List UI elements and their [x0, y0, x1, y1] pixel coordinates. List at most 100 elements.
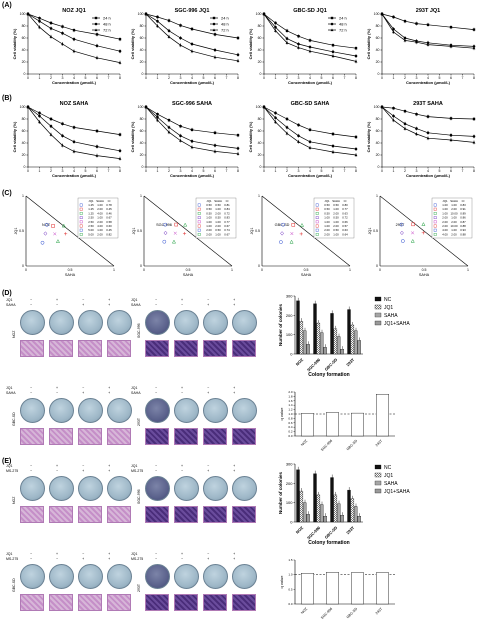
x-tick-label: 0.5 — [422, 268, 427, 272]
line-chart-3: GBC-SD SAHA 0 20 40 60 80 100 0 1 2 3 4 5 6 7 8 Concentr… — [248, 101, 358, 178]
y-tick-label: 1 — [140, 194, 142, 198]
x-axis-label: SAHA — [301, 273, 312, 277]
x-tick-label: 1 — [231, 268, 233, 272]
data-point — [236, 134, 240, 137]
ci-table-marker — [197, 233, 201, 236]
ci-point — [411, 231, 415, 235]
data-point — [167, 130, 171, 134]
y-tick-label: 1 — [376, 194, 378, 198]
ci-point — [291, 223, 296, 227]
sign: + — [56, 464, 59, 468]
y-tick-label: 0 — [258, 264, 260, 268]
y-tick-label: 1 — [22, 194, 24, 198]
ci-table-marker — [79, 233, 83, 236]
y-tick-label: 300 — [286, 294, 293, 299]
data-point — [331, 44, 335, 47]
ci-table-header: JQ1 — [442, 199, 448, 203]
data-point — [156, 19, 159, 23]
chart-title: NOZ JQ1 — [62, 8, 86, 14]
y-tick-label: 0.0 — [288, 602, 293, 606]
data-point — [190, 42, 194, 46]
colony-micrograph — [145, 594, 169, 611]
sign: + — [108, 557, 111, 561]
data-point — [392, 30, 395, 34]
ci-table — [431, 197, 473, 239]
x-axis-label: Colony formation — [308, 372, 349, 378]
x-axis-label: SAHA — [183, 273, 194, 277]
sign: − — [155, 552, 158, 556]
data-point — [167, 126, 171, 129]
y-axis-label: Cell viability (%) — [366, 28, 371, 59]
ci-table-cell: 5.00 — [88, 232, 94, 236]
y-axis-label: q value — [279, 407, 284, 421]
data-point — [380, 105, 384, 109]
bar — [313, 303, 317, 355]
ci-table-cell: 0.67 — [106, 216, 112, 220]
colony-micrograph — [107, 428, 131, 445]
line-chart-4: 293T JQ1 0 20 40 60 80 100 0 1 2 3 4 5 6 7 8 Concentrati… — [366, 8, 476, 85]
ci-table — [195, 197, 237, 239]
ci-table-marker — [315, 233, 319, 236]
data-point — [72, 140, 76, 144]
legend-label: NC — [384, 297, 392, 303]
ci-table-cell: 2.00 — [442, 216, 448, 220]
x-tick-label: SGC-996 — [306, 525, 322, 541]
ci-table-cell: 2.00 — [206, 228, 212, 232]
y-axis-label: Cell viability (%) — [248, 121, 253, 152]
data-point — [49, 21, 53, 25]
data-point — [167, 35, 171, 38]
y-axis-label: Cell viability (%) — [130, 28, 135, 59]
data-point — [415, 127, 418, 130]
ci-table-cell: 0.63 — [342, 211, 348, 215]
ci-table-cell: 4.00 — [442, 232, 448, 236]
sign: + — [108, 303, 111, 307]
y-tick-label: 20 — [22, 60, 26, 64]
ci-table-cell: 0.84 — [224, 207, 230, 211]
bar — [347, 489, 351, 523]
bar — [337, 503, 341, 523]
ci-table-cell: 5.00 — [88, 228, 94, 232]
bar — [350, 324, 355, 355]
x-axis-label: Concentration (μmol/L) — [288, 80, 333, 85]
y-tick-label: 100 — [286, 332, 293, 337]
y-tick-label: 40 — [258, 48, 262, 52]
data-point — [331, 54, 335, 58]
x-tick-label: 293T — [375, 438, 384, 447]
jq1-signs: − + − + — [155, 552, 235, 556]
y-tick-label: 80 — [376, 24, 380, 28]
culture-dish — [174, 564, 199, 589]
sign: − — [30, 557, 33, 561]
data-point — [26, 105, 30, 109]
panel-letter-c: (C) — [2, 190, 12, 197]
cell-line-label: NOZ — [12, 496, 16, 504]
bar — [323, 516, 327, 523]
jq1-signs: − + − + — [155, 298, 235, 302]
ci-table-cell: 4.00 — [97, 224, 103, 228]
colony-micrograph — [20, 428, 44, 445]
culture-dish — [145, 310, 170, 335]
ci-table-header: CI — [226, 199, 229, 203]
additivity-line — [143, 195, 233, 267]
ci-table-cell: 0.57 — [342, 224, 348, 228]
x-tick-label: 0 — [145, 169, 147, 173]
ms-275-label: MS-275 — [131, 469, 144, 473]
data-point — [95, 154, 99, 157]
legend-swatch — [374, 320, 382, 326]
ci-table-header: SAHA — [450, 199, 458, 203]
data-point — [354, 153, 358, 157]
bar — [320, 504, 324, 523]
ci-table-marker — [197, 228, 201, 232]
ci-table-cell: 0.83 — [460, 203, 466, 207]
data-point — [236, 53, 240, 57]
micrograph-row — [20, 340, 134, 357]
sign: − — [155, 557, 158, 561]
ci-table-cell: 2.00 — [451, 220, 457, 224]
ci-table-cell: 1.00 — [333, 207, 339, 211]
data-point — [403, 127, 407, 130]
x-tick-label: 7 — [344, 76, 346, 80]
cell-line-label: SGC-996 — [156, 223, 172, 227]
legend-label: NC — [384, 465, 392, 471]
x-tick-label: 5 — [203, 169, 205, 173]
ci-table-marker — [433, 233, 437, 236]
saha-label: SAHA — [6, 303, 16, 307]
